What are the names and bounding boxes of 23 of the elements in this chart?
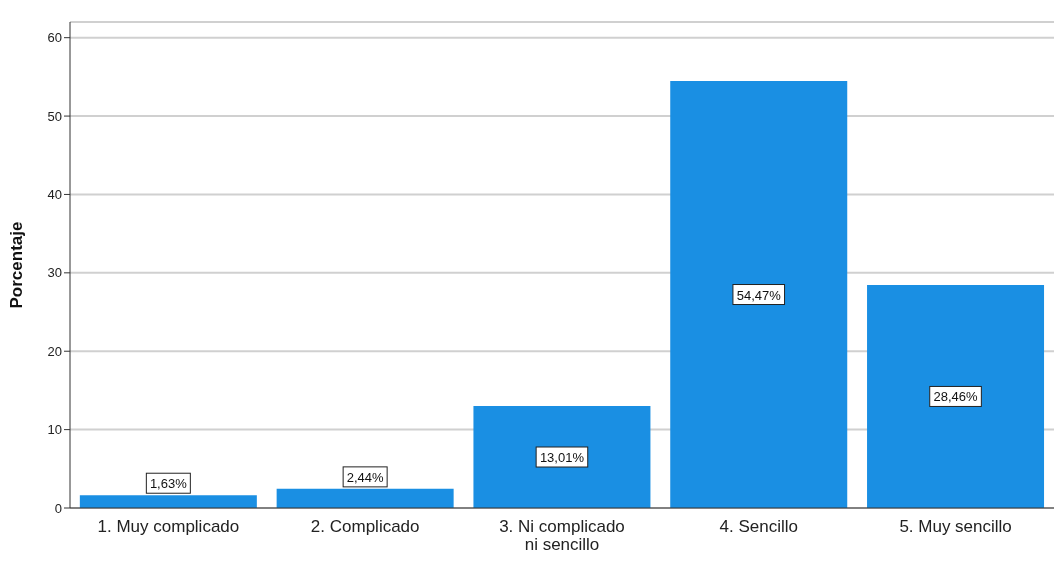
bar [79, 495, 257, 508]
data-label: 13,01% [539, 450, 585, 466]
data-label: 1,63% [149, 476, 188, 492]
bar [276, 488, 454, 508]
y-tick-label: 30 [47, 265, 62, 281]
x-tick-label: 5. Muy sencillo [899, 517, 1012, 536]
x-tick-label: 1. Muy complicado [97, 517, 240, 536]
bar [473, 406, 651, 508]
y-tick-label: 40 [47, 187, 62, 203]
bar [867, 284, 1045, 508]
x-tick-label: 4. Sencillo [719, 517, 799, 536]
data-label: 2,44% [346, 469, 384, 485]
data-label: 28,46% [933, 389, 979, 405]
y-tick-label: 50 [47, 108, 62, 124]
data-label: 54,47% [736, 287, 782, 303]
x-tick-label: 2. Complicado [310, 517, 420, 536]
y-tick-label: 20 [47, 343, 62, 359]
y-tick-label: 60 [47, 30, 62, 46]
bar [670, 81, 848, 508]
y-tick-label: 10 [47, 422, 62, 438]
x-tick-label: 3. Ni complicado ni sencillo [499, 517, 625, 554]
y-axis-title: Porcentaje [7, 221, 27, 309]
y-tick-label: 0 [54, 500, 62, 516]
